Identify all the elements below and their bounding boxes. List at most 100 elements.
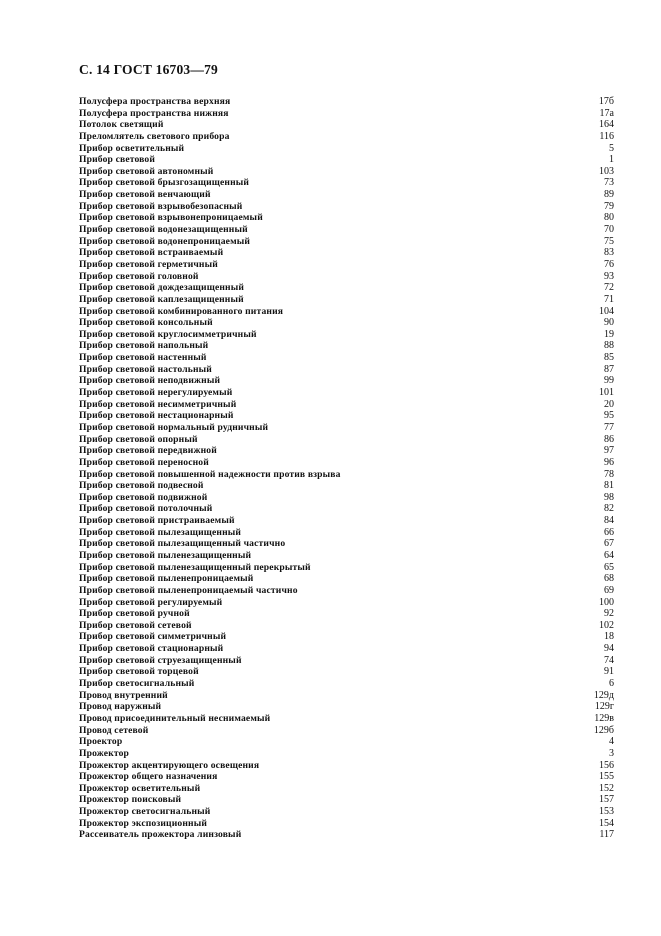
entry-term: Прибор световой пыленепроницаемый xyxy=(79,573,254,585)
entry-term: Провод наружный xyxy=(79,701,162,713)
index-entry: Прибор световой передвижной 97 xyxy=(79,445,614,457)
entry-ref: 98 xyxy=(604,491,614,503)
entry-ref: 164 xyxy=(599,119,614,131)
index-entry: Прибор световой комбинированного питания… xyxy=(79,306,614,318)
entry-term: Прибор световой брызгозащищенный xyxy=(79,177,250,189)
index-entry: Прожектор 3 xyxy=(79,748,614,760)
entry-ref: 74 xyxy=(604,654,614,666)
entry-term: Прожектор общего назначения xyxy=(79,771,218,783)
entry-term: Провод сетевой xyxy=(79,724,149,736)
entry-ref: 129в xyxy=(594,712,614,724)
entry-ref: 81 xyxy=(604,480,614,492)
index-entry: Прибор световой настольный 87 xyxy=(79,364,614,376)
entry-term: Прожектор акцентирующего освещения xyxy=(79,759,260,771)
index-entry: Прибор световой подвижной 98 xyxy=(79,492,614,504)
entry-ref: 88 xyxy=(604,340,614,352)
entry-ref: 92 xyxy=(604,608,614,620)
index-entry: Прибор световой пристраиваемый 84 xyxy=(79,515,614,527)
entry-ref: 72 xyxy=(604,282,614,294)
entry-term: Прибор световой настенный xyxy=(79,352,207,364)
index-entry: Прибор световой напольный 88 xyxy=(79,340,614,352)
index-entry: Прибор световой ручной 92 xyxy=(79,608,614,620)
entry-term: Прибор световой встраиваемый xyxy=(79,247,224,259)
entry-ref: 3 xyxy=(609,747,614,759)
entry-ref: 70 xyxy=(604,224,614,236)
index-entry: Прибор световой круглосимметричный 19 xyxy=(79,329,614,341)
entry-term: Преломлятель светового прибора xyxy=(79,130,230,142)
index-entry: Провод сетевой 129б xyxy=(79,725,614,737)
entry-ref: 129г xyxy=(594,701,614,713)
index-entry: Прибор световой неподвижный 99 xyxy=(79,375,614,387)
entry-ref: 77 xyxy=(604,421,614,433)
page-header: С. 14 ГОСТ 16703—79 xyxy=(79,62,218,77)
index-entry: Прибор световой регулируемый 100 xyxy=(79,597,614,609)
index-entry: Прибор световой симметричный 18 xyxy=(79,631,614,643)
entry-term: Прибор световой герметичный xyxy=(79,258,218,270)
index-entry: Прибор световой пыленепроницаемый частич… xyxy=(79,585,614,597)
entry-term: Прибор световой настольный xyxy=(79,363,212,375)
entry-ref: 94 xyxy=(604,643,614,655)
index-entry: Провод внутренний 129д xyxy=(79,690,614,702)
index-entry: Провод наружный 129г xyxy=(79,701,614,713)
entry-term: Прибор световой консольный xyxy=(79,317,213,329)
entry-ref: 79 xyxy=(604,200,614,212)
entry-ref: 67 xyxy=(604,538,614,550)
entry-term: Прибор световой автономный xyxy=(79,165,214,177)
entry-ref: 129д xyxy=(593,689,614,701)
entry-ref: 153 xyxy=(599,806,614,818)
entry-term: Прибор световой передвижной xyxy=(79,445,217,457)
entry-ref: 83 xyxy=(604,247,614,259)
index-entry: Прибор световой пылезащищенный частично 6… xyxy=(79,538,614,550)
index-entry: Прибор световой встраиваемый 83 xyxy=(79,247,614,259)
entry-term: Прибор осветительный xyxy=(79,142,185,154)
entry-term: Прибор световой неподвижный xyxy=(79,375,221,387)
entry-term: Прибор световой торцевой xyxy=(79,666,199,678)
entry-term: Полусфера пространства верхняя xyxy=(79,96,231,107)
entry-term: Прибор световой ручной xyxy=(79,608,190,620)
index-entry: Прибор световой пыленезащищенный перекры… xyxy=(79,562,614,574)
entry-ref: 97 xyxy=(604,445,614,457)
entry-term: Прибор световой опорный xyxy=(79,433,198,445)
entry-ref: 85 xyxy=(604,352,614,364)
entry-term: Прожектор xyxy=(79,747,130,759)
entry-ref: 73 xyxy=(604,177,614,189)
index-entry: Рассеиватель прожектора линзовый 117 xyxy=(79,829,614,841)
entry-ref: 6 xyxy=(609,678,614,690)
index-list: Полусфера пространства верхняя 17б Полусфе… xyxy=(79,96,614,841)
index-entry: Прибор световой нестационарный 95 xyxy=(79,410,614,422)
index-entry: Прибор световой автономный 103 xyxy=(79,166,614,178)
entry-term: Прибор световой сетевой xyxy=(79,619,192,631)
entry-term: Прибор световой взрывонепроницаемый xyxy=(79,212,263,224)
entry-term: Прибор световой симметричный xyxy=(79,631,227,643)
entry-ref: 76 xyxy=(604,258,614,270)
index-entry: Прибор световой водонезащищенный 70 xyxy=(79,224,614,236)
entry-ref: 90 xyxy=(604,317,614,329)
entry-term: Прибор световой пристраиваемый xyxy=(79,515,235,527)
entry-term: Провод внутренний xyxy=(79,689,168,701)
index-entry: Полусфера пространства нижняя 17а xyxy=(79,108,614,120)
entry-term: Прибор световой струезащищенный xyxy=(79,654,242,666)
entry-ref: 4 xyxy=(609,736,614,748)
entry-term: Прибор световой венчающий xyxy=(79,189,211,201)
entry-term: Прожектор поисковый xyxy=(79,794,182,806)
entry-term: Прибор световой пылезащищенный xyxy=(79,526,242,538)
index-entry: Прибор световой консольный 90 xyxy=(79,317,614,329)
entry-ref: 66 xyxy=(604,526,614,538)
index-entry: Прожектор экспозиционный 154 xyxy=(79,818,614,830)
index-entry: Прибор световой брызгозащищенный 73 xyxy=(79,177,614,189)
entry-ref: 19 xyxy=(604,328,614,340)
entry-ref: 101 xyxy=(599,387,614,399)
entry-ref: 87 xyxy=(604,363,614,375)
entry-term: Прибор световой комбинированного питания xyxy=(79,305,284,317)
entry-term: Прожектор осветительный xyxy=(79,782,201,794)
entry-term: Прибор световой круглосимметричный xyxy=(79,328,257,340)
entry-term: Прибор световой xyxy=(79,154,156,166)
index-entry: Проектор 4 xyxy=(79,736,614,748)
index-entry: Прибор световой пыленезащищенный 64 xyxy=(79,550,614,562)
entry-term: Прибор световой напольный xyxy=(79,340,209,352)
entry-ref: 89 xyxy=(604,189,614,201)
entry-term: Прибор световой дождезащищенный xyxy=(79,282,245,294)
index-entry: Прибор световой настенный 85 xyxy=(79,352,614,364)
entry-ref: 20 xyxy=(604,398,614,410)
entry-term: Проектор xyxy=(79,736,123,748)
